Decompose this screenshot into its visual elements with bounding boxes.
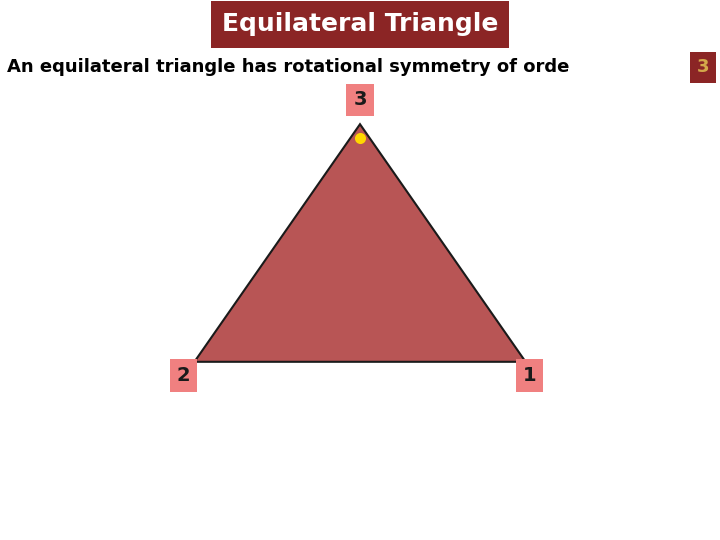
- Text: 3: 3: [354, 90, 366, 110]
- Polygon shape: [194, 124, 526, 362]
- Text: 2: 2: [177, 366, 190, 385]
- Text: An equilateral triangle has rotational symmetry of orde: An equilateral triangle has rotational s…: [7, 58, 570, 77]
- Text: Equilateral Triangle: Equilateral Triangle: [222, 12, 498, 36]
- Text: 1: 1: [523, 366, 536, 385]
- Text: 3: 3: [697, 58, 709, 77]
